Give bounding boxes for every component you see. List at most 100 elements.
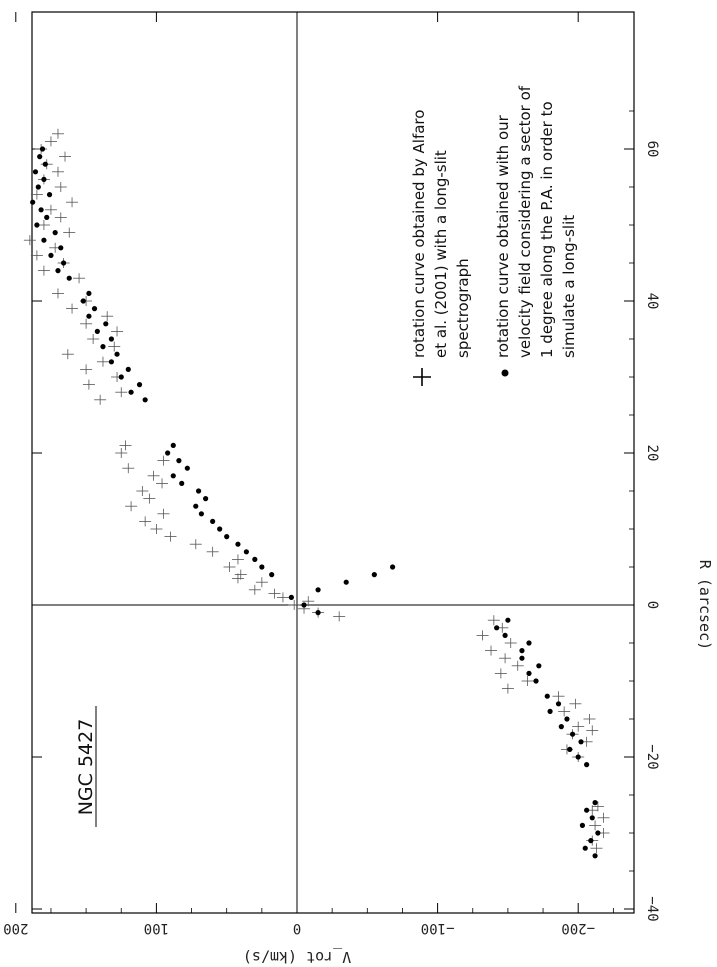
cross-point bbox=[485, 645, 498, 656]
cross-point bbox=[234, 569, 247, 580]
dot-point bbox=[30, 199, 36, 205]
legend-line-group: spectrograph bbox=[454, 258, 472, 358]
dot-point bbox=[592, 800, 598, 806]
dot-point bbox=[198, 511, 204, 517]
dot-point bbox=[39, 146, 46, 152]
dot-point bbox=[108, 336, 115, 342]
cross-point bbox=[189, 539, 202, 550]
cross-point bbox=[37, 220, 50, 230]
dot-point bbox=[80, 298, 86, 304]
cross-point bbox=[23, 235, 36, 246]
cross-point bbox=[61, 349, 74, 360]
cross-point bbox=[143, 493, 156, 504]
dot-point bbox=[519, 655, 525, 661]
dot-point bbox=[343, 579, 349, 585]
legend-entry-text: velocity field considering a sector of bbox=[516, 85, 534, 358]
cross-point bbox=[589, 820, 602, 831]
cross-point bbox=[157, 455, 170, 466]
dot-point bbox=[390, 564, 396, 570]
legend-entry-text: spectrograph bbox=[454, 258, 472, 358]
cross-point bbox=[572, 721, 585, 732]
legend-line-group: simulate a long-slit bbox=[560, 215, 578, 358]
cross-point bbox=[333, 611, 346, 622]
cross-point bbox=[288, 600, 301, 610]
dot-point bbox=[547, 708, 553, 715]
dot-point bbox=[595, 830, 601, 836]
dot-point bbox=[128, 389, 134, 395]
dot-point bbox=[371, 572, 377, 578]
cross-point bbox=[44, 204, 57, 215]
dot-point bbox=[170, 473, 176, 479]
cross-point bbox=[59, 151, 72, 162]
dot-point bbox=[555, 701, 562, 707]
dot-point bbox=[108, 359, 115, 365]
cross-point bbox=[82, 379, 95, 390]
cross-point bbox=[558, 706, 571, 717]
x-tick-label: −20 bbox=[644, 744, 660, 769]
cross-point bbox=[511, 660, 524, 671]
dot-point bbox=[179, 480, 185, 486]
dot-point bbox=[142, 397, 148, 403]
cross-point bbox=[101, 311, 114, 322]
cross-point bbox=[501, 683, 514, 694]
dot-point bbox=[34, 222, 40, 228]
cross-point bbox=[504, 638, 517, 648]
dot-point bbox=[210, 518, 216, 525]
cross-point bbox=[30, 250, 43, 261]
dot-point bbox=[217, 526, 223, 532]
dot-point bbox=[544, 693, 550, 699]
dot-point bbox=[66, 275, 72, 281]
dot-point bbox=[315, 610, 321, 616]
y-tick-label: 200 bbox=[3, 920, 28, 936]
x-axis-title: R (arcsec) bbox=[696, 560, 714, 650]
cross-point bbox=[66, 197, 79, 208]
dot-point bbox=[526, 640, 532, 646]
x-tick-label-group: 0 bbox=[644, 601, 660, 609]
dot-point bbox=[526, 670, 532, 677]
dot-point bbox=[589, 815, 595, 821]
dot-point bbox=[269, 572, 275, 578]
cross-point bbox=[248, 584, 261, 595]
dot-point bbox=[170, 442, 176, 448]
dot-point bbox=[44, 214, 50, 220]
legend-line-group: rotation curve obtained with our bbox=[494, 114, 512, 358]
cross-point bbox=[63, 227, 76, 238]
x-tick-label-group: 60 bbox=[644, 141, 660, 158]
cross-point bbox=[87, 334, 100, 344]
cross-point bbox=[111, 326, 124, 337]
cross-point bbox=[569, 698, 582, 709]
dot-point bbox=[118, 374, 124, 380]
cross-point bbox=[552, 691, 565, 702]
dot-point bbox=[584, 807, 590, 813]
dot-point bbox=[125, 366, 131, 372]
cross-point bbox=[591, 801, 604, 812]
x-axis-title-group: R (arcsec) bbox=[696, 560, 714, 650]
x-tick-label: −40 bbox=[644, 896, 660, 921]
dot-point bbox=[32, 169, 39, 175]
cross-point bbox=[150, 524, 163, 534]
dot-point bbox=[193, 503, 199, 509]
cross-point bbox=[231, 554, 244, 565]
legend-line-group: 1 degree along the P.A. in order to bbox=[538, 101, 556, 358]
dot-point bbox=[61, 260, 67, 266]
dot-point bbox=[165, 450, 171, 456]
dot-point bbox=[38, 207, 44, 213]
dot-point bbox=[519, 648, 525, 654]
dot-point bbox=[592, 853, 598, 859]
y-tick-label: −200 bbox=[561, 920, 595, 936]
legend-entry-text: simulate a long-slit bbox=[560, 215, 578, 358]
dot-point bbox=[46, 192, 53, 198]
legend-entry-text: rotation curve obtained by Alfaro bbox=[410, 110, 428, 358]
dot-point bbox=[235, 541, 241, 547]
legend-line-group: et al. (2001) with a long-slit bbox=[432, 150, 450, 358]
dot-point bbox=[41, 237, 47, 243]
dot-point bbox=[94, 328, 100, 334]
dot-point bbox=[184, 465, 190, 471]
cross-point bbox=[51, 288, 64, 299]
cross-point bbox=[206, 546, 219, 557]
dot-point bbox=[100, 344, 106, 350]
dot-point bbox=[41, 176, 47, 182]
dot-point bbox=[86, 313, 92, 319]
dot-point bbox=[536, 663, 542, 669]
